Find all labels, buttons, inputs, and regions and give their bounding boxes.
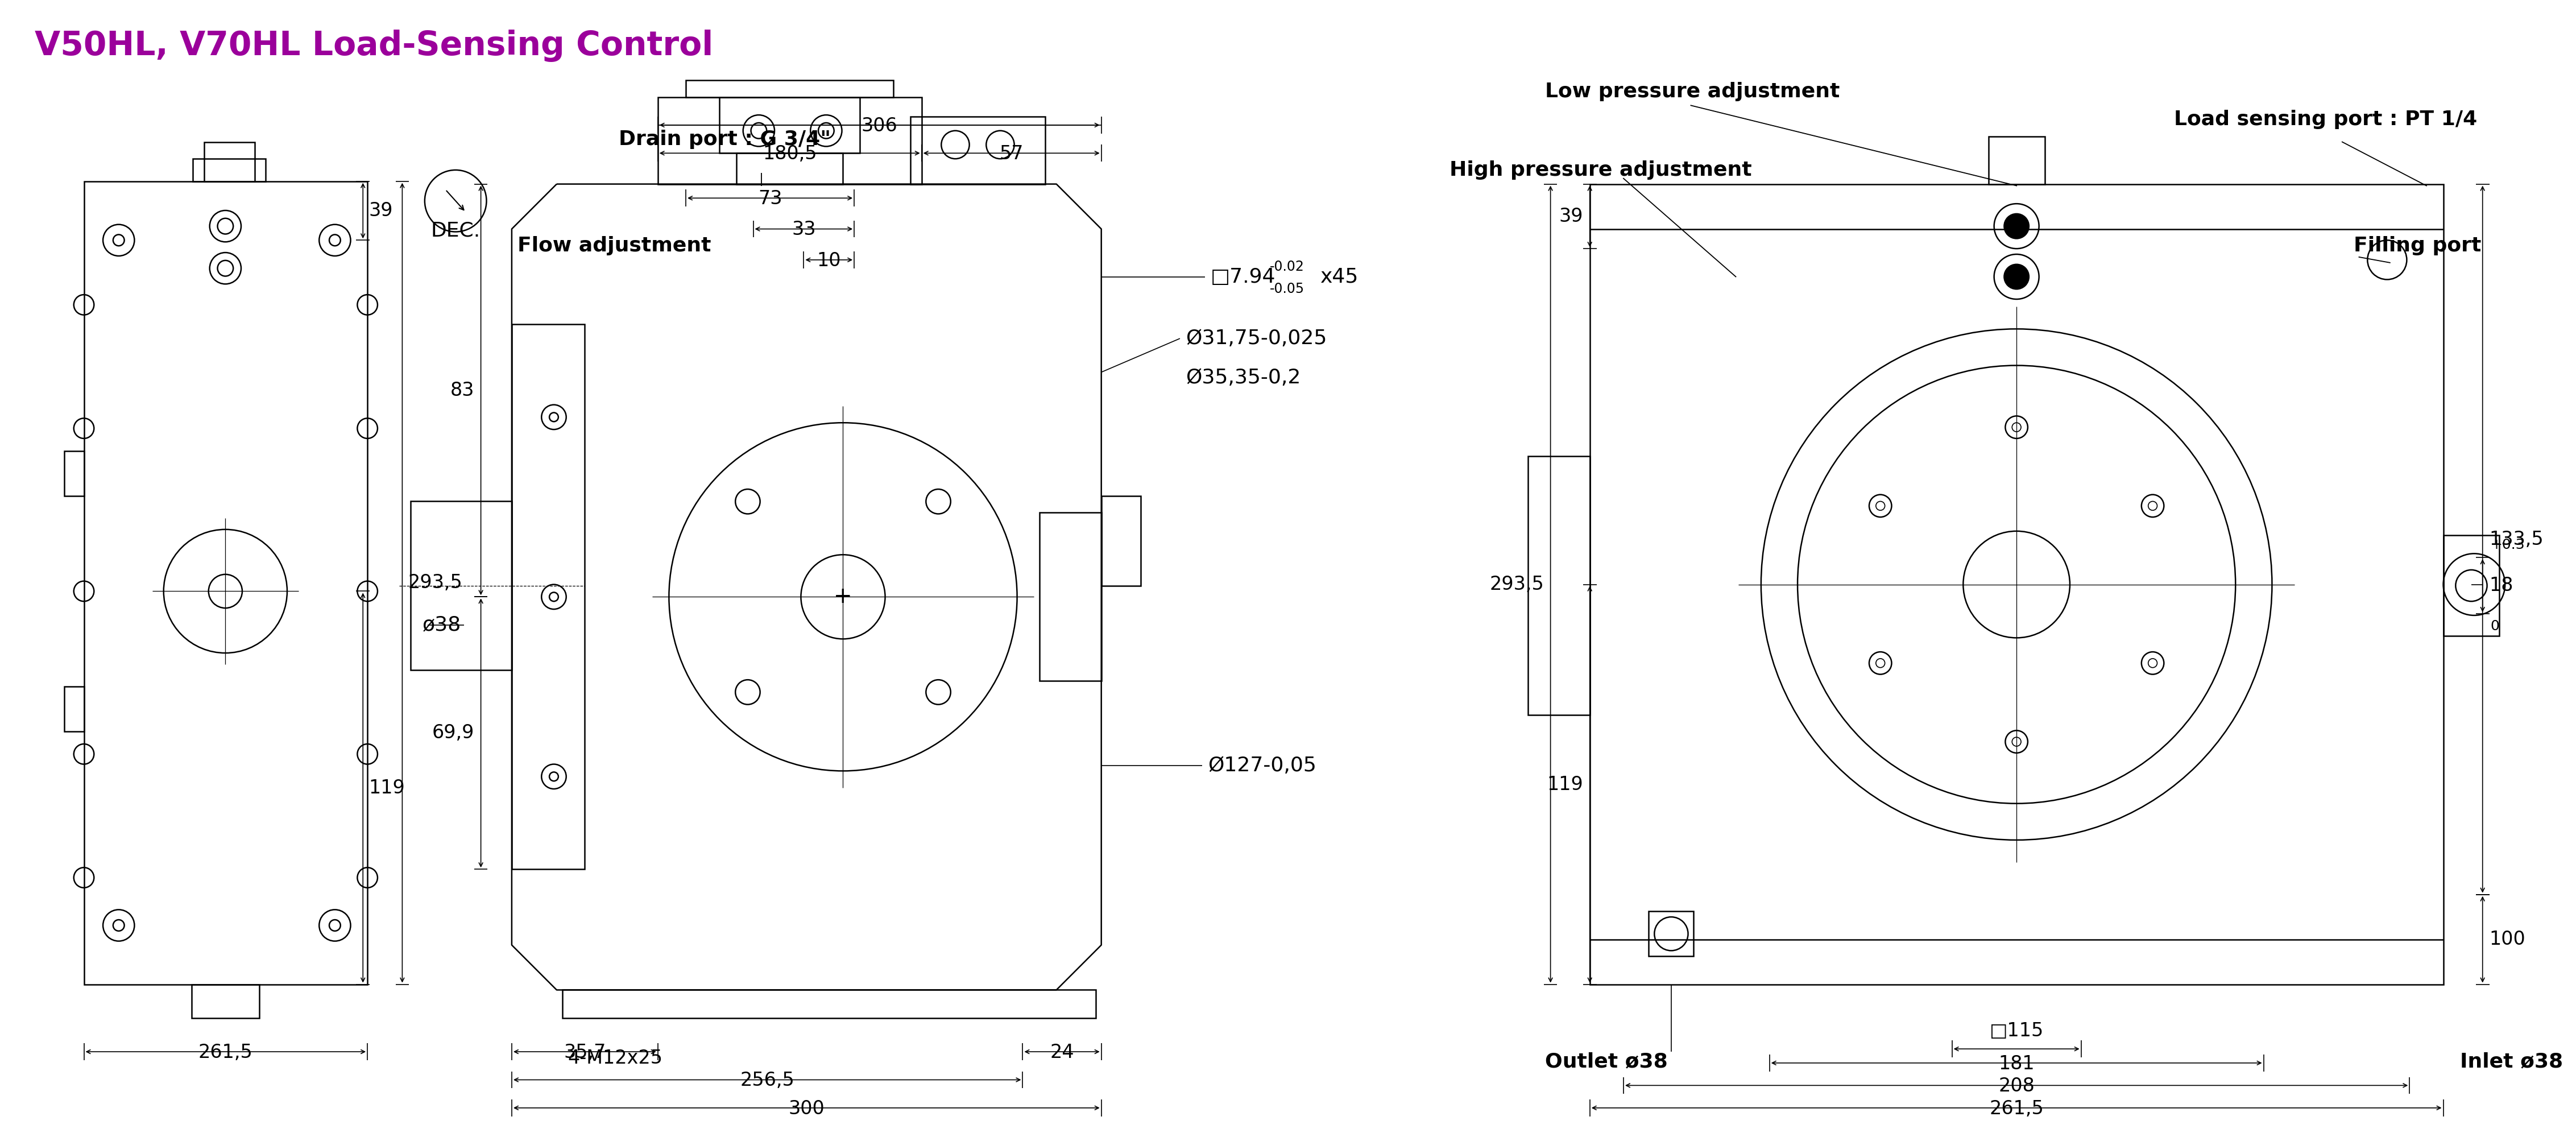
Text: 0: 0 [2491,620,2499,633]
Circle shape [2004,264,2030,289]
Bar [737,153,842,184]
Bar [1103,496,1141,586]
Text: □115: □115 [1989,1022,2043,1040]
Text: V50HL, V70HL Load-Sensing Control: V50HL, V70HL Load-Sensing Control [33,29,714,62]
Text: -0.02: -0.02 [1270,259,1303,273]
Text: DEC.: DEC. [430,221,479,240]
Bar [204,142,255,181]
Text: Outlet ø38: Outlet ø38 [1546,1051,1667,1071]
Text: 57: 57 [999,145,1023,163]
Text: 208: 208 [1999,1076,2035,1096]
Text: Filling port: Filling port [2354,236,2481,255]
Bar [1528,457,1589,715]
Bar [657,97,922,184]
Text: Ø31,75-0,025: Ø31,75-0,025 [1185,329,1327,348]
Bar [1041,512,1103,681]
Text: 69,9: 69,9 [433,724,474,742]
Text: -0.05: -0.05 [1270,282,1303,296]
Text: □7.94: □7.94 [1211,267,1275,287]
Text: 133,5: 133,5 [2488,530,2543,548]
Text: x45: x45 [1321,267,1358,287]
Text: 119: 119 [368,778,404,798]
Bar [64,451,85,496]
Text: 100: 100 [2488,930,2524,948]
Text: Ø35,35-0,2: Ø35,35-0,2 [1185,368,1301,387]
Text: 83: 83 [451,381,474,400]
Text: 24: 24 [1051,1043,1074,1062]
Text: 119: 119 [1546,775,1584,794]
Text: Inlet ø38: Inlet ø38 [2460,1051,2563,1071]
Text: Flow adjustment: Flow adjustment [518,236,711,255]
Text: 293,5: 293,5 [407,573,461,593]
Text: 35,7: 35,7 [564,1043,605,1062]
Bar [562,990,1095,1019]
Text: 181: 181 [1999,1055,2035,1073]
Bar [685,80,894,97]
Text: Low pressure adjustment: Low pressure adjustment [1546,82,1839,101]
Text: 18: 18 [2488,577,2514,595]
Text: 180,5: 180,5 [762,145,817,163]
Text: 256,5: 256,5 [739,1071,793,1090]
Bar [1589,184,2442,985]
Text: Ø127-0,05: Ø127-0,05 [1208,756,1316,775]
Text: 293,5: 293,5 [1489,574,1543,594]
Bar [1649,911,1692,956]
Bar [719,97,860,153]
Text: ø38: ø38 [422,615,461,634]
Bar [85,181,368,985]
Bar [191,985,260,1019]
Text: 10: 10 [817,252,842,270]
Text: 73: 73 [757,189,783,208]
Bar [2442,535,2499,636]
Text: 33: 33 [791,220,817,239]
Bar [193,159,265,181]
Text: 306: 306 [860,117,896,135]
Text: 261,5: 261,5 [1989,1099,2043,1118]
Bar [410,502,513,670]
Bar [64,687,85,732]
Text: +0.3: +0.3 [2491,538,2524,552]
Text: 261,5: 261,5 [198,1043,252,1062]
Text: 300: 300 [788,1099,824,1118]
Text: 39: 39 [368,202,392,220]
Bar [513,324,585,869]
Bar [1989,136,2045,184]
Text: 4-M12x25: 4-M12x25 [567,1049,662,1067]
Text: +: + [835,586,853,607]
Bar [909,117,1046,184]
Text: 39: 39 [1558,207,1584,225]
Text: High pressure adjustment: High pressure adjustment [1450,161,1752,180]
Text: Drain port : G 3/4": Drain port : G 3/4" [618,129,829,148]
Circle shape [2004,214,2030,239]
Text: Load sensing port : PT 1/4: Load sensing port : PT 1/4 [2174,110,2478,129]
